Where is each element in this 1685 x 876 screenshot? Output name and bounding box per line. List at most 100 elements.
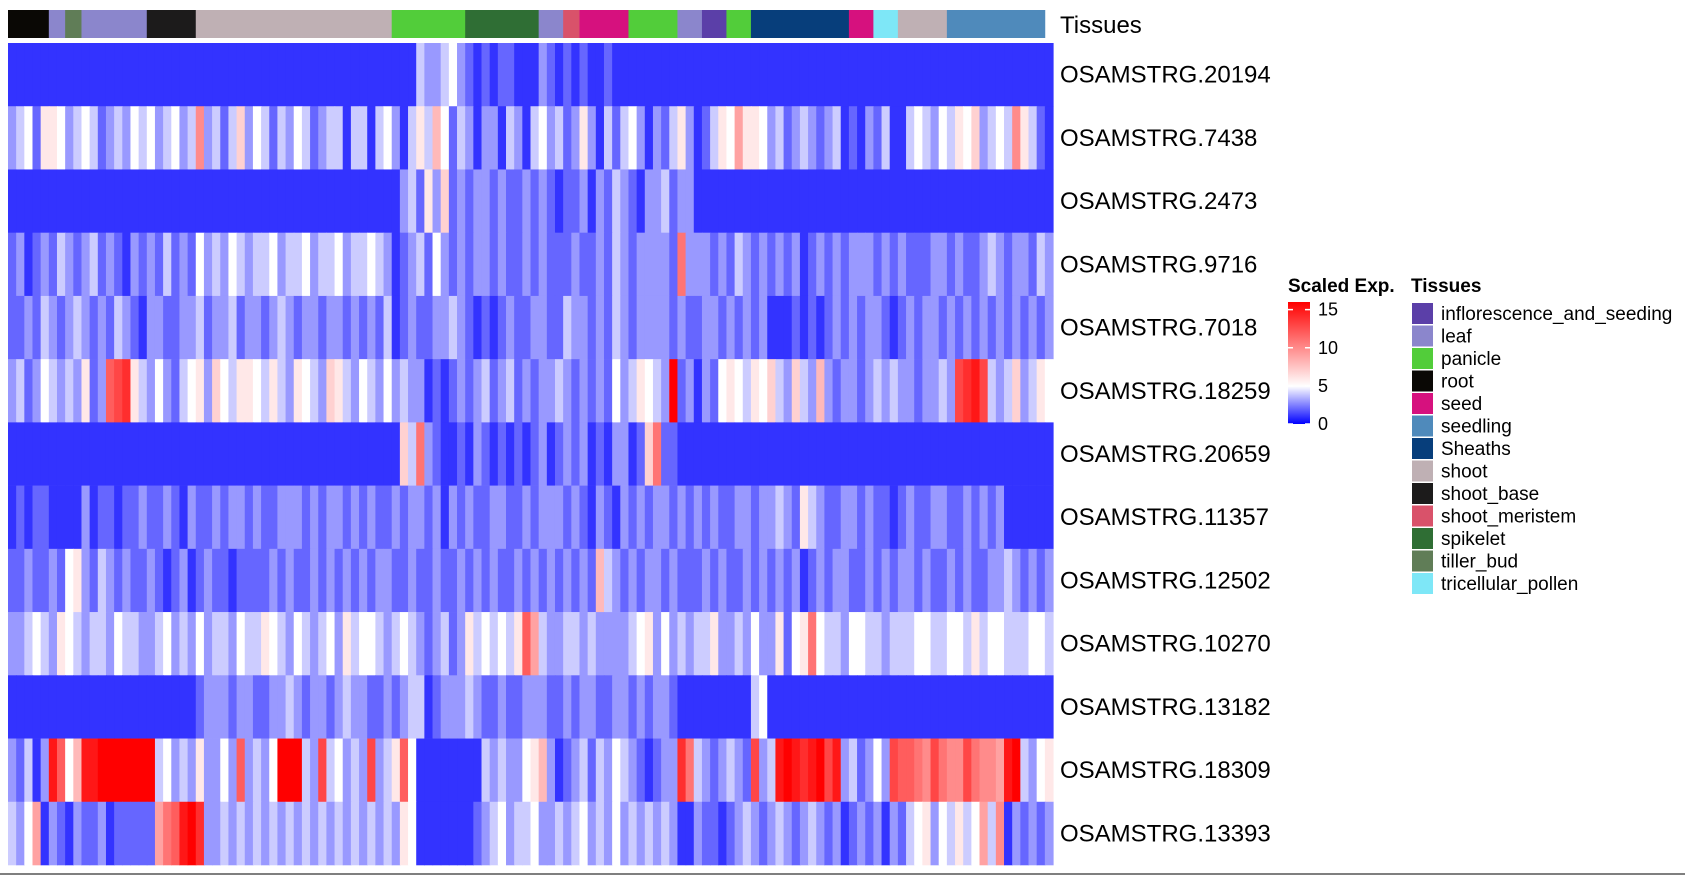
heatmap-cell: [269, 738, 279, 803]
legend-label: panicle: [1441, 349, 1501, 370]
heatmap-cell: [963, 43, 972, 107]
heatmap-cell: [236, 801, 246, 866]
heatmap-cell: [661, 548, 670, 613]
heatmap-cell: [48, 422, 58, 486]
heatmap-cell: [130, 548, 140, 613]
heatmap-cell: [563, 675, 572, 739]
heatmap-cell: [130, 801, 140, 866]
heatmap-cell: [301, 675, 311, 739]
heatmap-cell: [530, 43, 540, 107]
heatmap-cell: [301, 359, 311, 423]
heatmap-cell: [587, 675, 597, 739]
heatmap-cell: [816, 422, 826, 486]
heatmap-cell: [522, 738, 532, 803]
heatmap-cell: [73, 548, 83, 613]
heatmap-cell: [816, 359, 826, 423]
heatmap-cell: [489, 359, 499, 423]
heatmap-cell: [432, 801, 442, 866]
heatmap-cell: [1036, 422, 1046, 486]
heatmap-cell: [318, 612, 327, 676]
heatmap-cell: [195, 738, 205, 803]
heatmap-cell: [955, 422, 964, 486]
heatmap-cell: [636, 548, 646, 613]
heatmap-cell: [489, 612, 499, 676]
heatmap-cell: [432, 612, 442, 676]
heatmap-cell: [293, 232, 303, 297]
heatmap-cell: [334, 295, 344, 360]
heatmap-cell: [546, 612, 556, 676]
heatmap-cell: [16, 738, 25, 803]
heatmap-cell: [1020, 359, 1030, 423]
heatmap-cell: [114, 106, 123, 170]
heatmap-cell: [440, 43, 450, 107]
heatmap-cell: [236, 738, 246, 803]
heatmap-cell: [612, 738, 621, 803]
heatmap-cell: [195, 548, 205, 613]
heatmap-cell: [897, 548, 907, 613]
heatmap-cell: [179, 801, 189, 866]
heatmap-cell: [154, 422, 164, 486]
heatmap-cell: [432, 295, 442, 360]
heatmap-cell: [465, 485, 474, 550]
heatmap-cell: [220, 485, 230, 550]
heatmap-cell: [40, 295, 50, 360]
heatmap-cell: [612, 675, 621, 739]
heatmap-cell: [187, 801, 197, 866]
heatmap-cell: [1028, 548, 1038, 613]
heatmap-cell: [620, 485, 630, 550]
heatmap-cell: [391, 612, 401, 676]
heatmap-cell: [310, 675, 319, 739]
heatmap-cell: [163, 675, 172, 739]
heatmap-cell: [497, 232, 507, 297]
heatmap-cell: [799, 106, 809, 170]
heatmap-cell: [375, 485, 385, 550]
heatmap-cell: [995, 801, 1005, 866]
heatmap-cell: [228, 169, 238, 233]
heatmap-cell: [408, 422, 417, 486]
heatmap-cell: [571, 738, 581, 803]
heatmap-cell: [261, 485, 270, 550]
heatmap-cell: [195, 612, 205, 676]
heatmap-cell: [889, 43, 899, 107]
heatmap-cell: [73, 169, 83, 233]
heatmap-cell: [979, 43, 989, 107]
heatmap-cell: [824, 675, 834, 739]
heatmap-cell: [840, 548, 850, 613]
heatmap-cell: [538, 548, 548, 613]
heatmap-cell: [154, 548, 164, 613]
heatmap-cell: [628, 106, 638, 170]
heatmap-cell: [554, 422, 564, 486]
heatmap-cell: [367, 295, 376, 360]
heatmap-cell: [228, 295, 238, 360]
heatmap-cell: [32, 485, 42, 550]
heatmap-cell: [897, 169, 907, 233]
heatmap-row: [8, 675, 1054, 739]
heatmap-cell: [318, 169, 327, 233]
heatmap-cell: [832, 675, 842, 739]
heatmap-cell: [906, 295, 915, 360]
heatmap-cell: [914, 43, 923, 107]
heatmap-cell: [212, 232, 221, 297]
heatmap-cell: [571, 106, 581, 170]
heatmap-cell: [554, 169, 564, 233]
heatmap-cell: [530, 169, 540, 233]
heatmap-cell: [824, 485, 834, 550]
heatmap-cell: [130, 422, 140, 486]
heatmap-cell: [416, 548, 425, 613]
heatmap-cell: [946, 359, 956, 423]
legend-label: seedling: [1441, 417, 1512, 438]
heatmap-cell: [473, 422, 483, 486]
heatmap-cell: [252, 295, 262, 360]
heatmap-cell: [587, 43, 597, 107]
heatmap-cell: [1028, 295, 1038, 360]
heatmap-cell: [24, 422, 34, 486]
legend-label: inflorescence_and_seeding: [1441, 304, 1672, 325]
heatmap-cell: [603, 43, 613, 107]
heatmap-cell: [399, 106, 409, 170]
heatmap-cell: [350, 295, 360, 360]
heatmap-cell: [857, 169, 866, 233]
heatmap-cell: [636, 675, 646, 739]
heatmap-cell: [587, 738, 597, 803]
heatmap-cell: [146, 738, 156, 803]
heatmap-cell: [848, 232, 858, 297]
